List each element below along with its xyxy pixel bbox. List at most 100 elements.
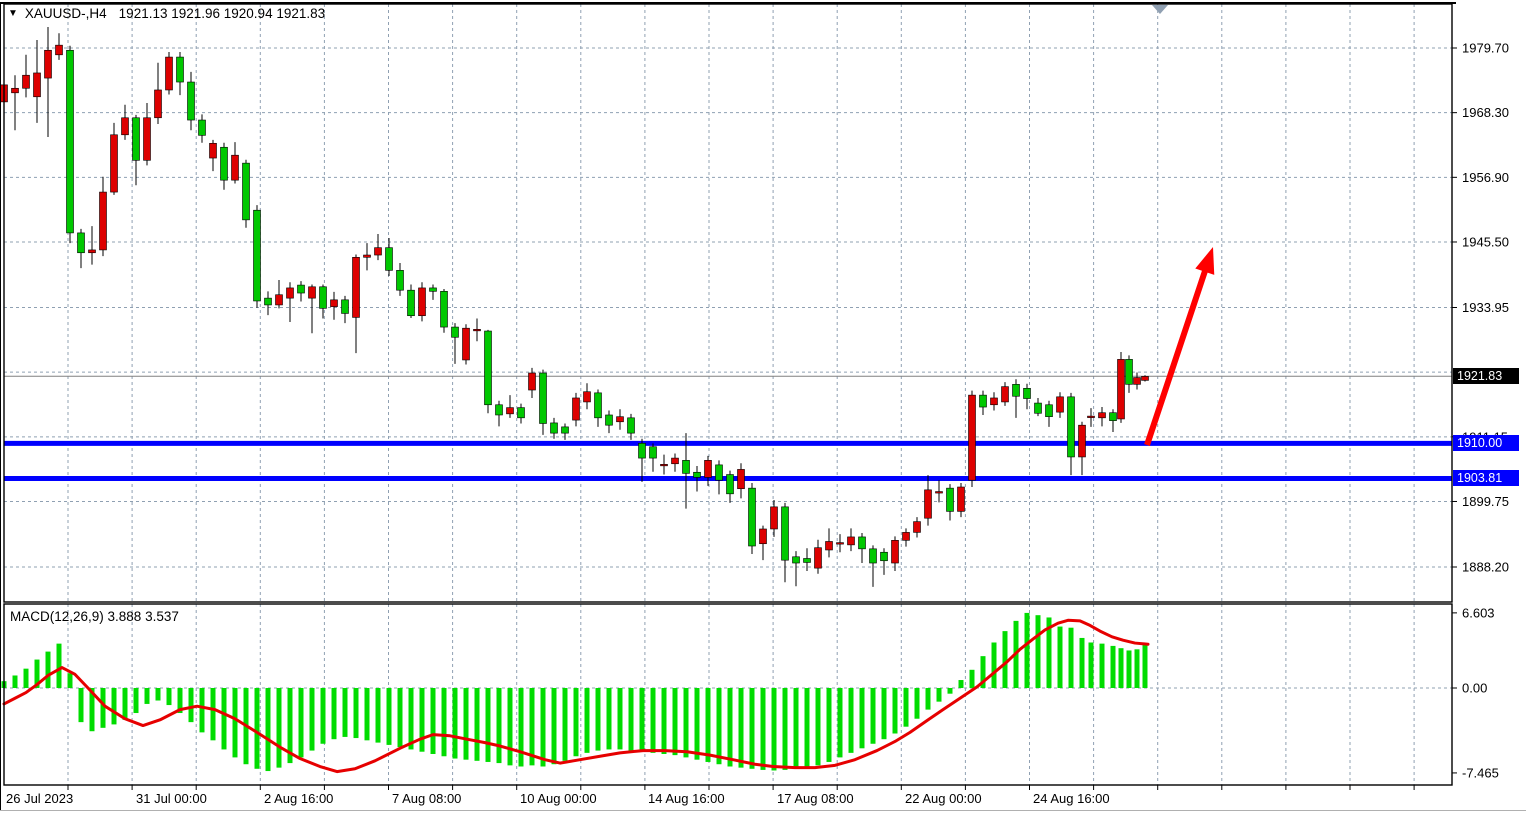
macd-bar [793, 688, 799, 769]
bear-candle [132, 117, 140, 161]
macd-bar [1142, 643, 1148, 688]
macd-bar [188, 688, 194, 723]
macd-bar [672, 688, 678, 756]
price-tick-label: 1888.20 [1462, 559, 1509, 574]
bear-candle [220, 146, 228, 181]
macd-bar [892, 688, 898, 734]
macd-bar [111, 688, 117, 725]
chart-header: ▼ XAUUSD-,H4 1921.13 1921.96 1920.94 192… [8, 6, 325, 21]
time-tick-label: 7 Aug 08:00 [392, 791, 461, 806]
bear-candle [638, 443, 646, 459]
bear-candle [319, 286, 327, 309]
bear-candle [187, 81, 195, 121]
macd-bar [463, 688, 469, 760]
macd-bar [133, 688, 139, 714]
bear-candle [682, 460, 690, 474]
macd-bar [1126, 650, 1132, 688]
bear-candle [242, 162, 250, 221]
macd-bar [155, 688, 161, 701]
bear-candle [429, 287, 437, 292]
bull-candle [759, 528, 767, 545]
time-tick-label: 24 Aug 16:00 [1033, 791, 1110, 806]
bull-candle [836, 542, 844, 545]
macd-bar [639, 688, 645, 752]
bull-candle [418, 287, 426, 317]
macd-bar [56, 643, 62, 688]
macd-bar [705, 688, 711, 762]
macd-bar [408, 688, 414, 750]
time-axis[interactable]: 26 Jul 2023 31 Jul 00:00 2 Aug 16:00 7 Aug … [6, 785, 1415, 806]
bull-candle [473, 329, 481, 332]
bull-candle [308, 286, 316, 299]
bear-candle [1109, 412, 1117, 421]
bear-candle [561, 426, 569, 434]
bear-candle [77, 232, 85, 254]
bull-candle [847, 536, 855, 546]
price-tick-label: 1979.70 [1462, 41, 1509, 56]
grid-lines [4, 4, 1452, 785]
macd-bar [782, 688, 788, 770]
price-axis[interactable]: 1979.701968.301956.901945.501933.951911.… [1452, 41, 1509, 781]
bull-candle [22, 74, 30, 89]
chevron-down-icon: ▼ [8, 7, 18, 19]
macd-bar [34, 659, 40, 688]
macd-bar [1079, 637, 1085, 688]
bear-candle [803, 558, 811, 563]
chart-shift-marker-icon[interactable] [1152, 5, 1168, 14]
bull-candle [902, 532, 910, 541]
price-tick-label: 1956.90 [1462, 170, 1509, 185]
macd-bar [364, 688, 370, 741]
macd-bar [694, 688, 700, 760]
bull-candle [11, 87, 19, 94]
candles-layer [0, 27, 1149, 587]
price-panel-frame [3, 3, 1453, 603]
macd-bar [804, 688, 810, 768]
macd-indicator-label: MACD(12,26,9) 3.888 3.537 [10, 609, 179, 624]
bear-candle [880, 551, 888, 562]
bull-candle [583, 391, 591, 403]
bull-candle [737, 469, 745, 490]
macd-bar [683, 688, 689, 758]
time-tick-label: 17 Aug 08:00 [777, 791, 854, 806]
bull-candle [165, 56, 173, 91]
macd-bar [375, 688, 381, 743]
macd-bar [353, 688, 359, 739]
macd-bar [1068, 627, 1074, 688]
macd-bar [430, 688, 436, 754]
bear-candle [1023, 388, 1031, 399]
bull-candle [209, 142, 217, 159]
macd-bar [859, 688, 865, 749]
bull-candle [110, 134, 118, 193]
bull-candle [154, 89, 162, 119]
bull-candle [506, 407, 514, 415]
bull-candle [275, 294, 283, 306]
bull-candle [704, 460, 712, 478]
macd-bar [771, 688, 777, 771]
bear-candle [484, 330, 492, 406]
trend-arrow-head-icon [1195, 247, 1215, 275]
macd-bar [540, 688, 546, 767]
bull-candle [913, 521, 921, 533]
macd-bar [45, 651, 51, 688]
time-tick-label: 31 Jul 00:00 [136, 791, 207, 806]
macd-tick-label: 6.603 [1462, 605, 1495, 620]
bull-candle [231, 154, 239, 181]
bear-candle [979, 394, 987, 408]
bull-candle [330, 299, 338, 307]
bull-candle [1087, 415, 1095, 418]
time-tick-label: 10 Aug 00:00 [520, 791, 597, 806]
trend-arrow-shaft[interactable] [1144, 265, 1210, 446]
macd-bar [870, 688, 876, 744]
bull-candle [121, 117, 129, 136]
macd-bar [23, 668, 29, 688]
bear-candle [550, 422, 558, 434]
bear-candle [627, 417, 635, 434]
bull-candle [770, 506, 778, 530]
support-level-tag-1903: 1903.81 [1453, 470, 1519, 486]
macd-bar [1088, 642, 1094, 688]
macd-bar [826, 688, 832, 762]
macd-bar [815, 688, 821, 766]
bull-candle [825, 541, 833, 551]
price-tick-label: 1933.95 [1462, 300, 1509, 315]
